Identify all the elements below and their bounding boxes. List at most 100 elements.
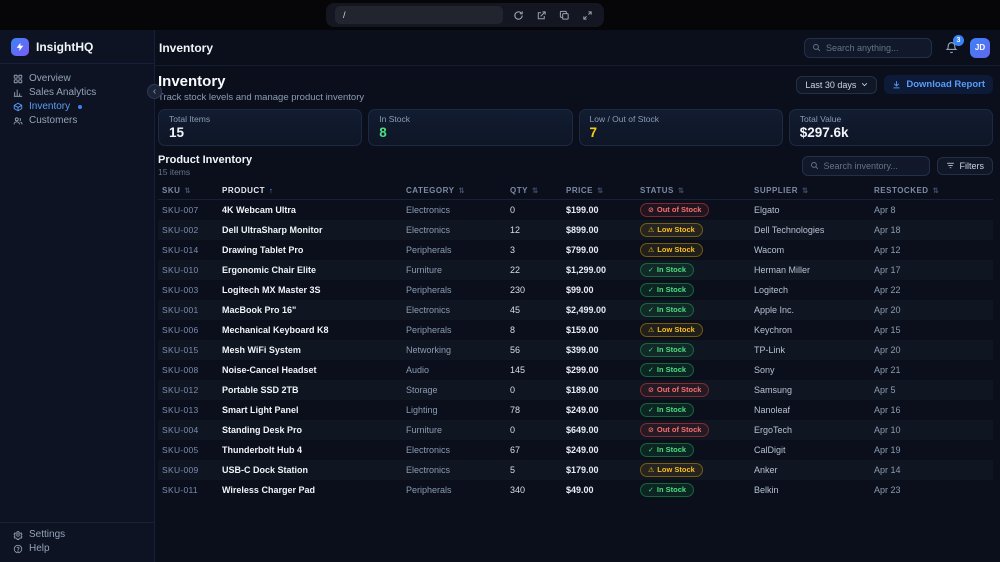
browser-controls: / bbox=[326, 3, 604, 27]
column-header-status[interactable]: STATUS ⇅ bbox=[636, 183, 750, 200]
status-label: In Stock bbox=[656, 265, 687, 274]
sidebar-item-label: Customers bbox=[29, 115, 78, 126]
sidebar-item-help[interactable]: Help bbox=[0, 542, 154, 555]
column-header-supplier[interactable]: SUPPLIER ⇅ bbox=[750, 183, 870, 200]
resize-icon[interactable] bbox=[579, 7, 595, 23]
cell-supplier: Logitech bbox=[754, 285, 789, 295]
refresh-icon[interactable] bbox=[510, 7, 526, 23]
cell-product: 4K Webcam Ultra bbox=[222, 205, 296, 215]
cell-price: $1,299.00 bbox=[566, 265, 607, 275]
cell-qty: 3 bbox=[510, 245, 516, 255]
cell-price: $299.00 bbox=[566, 365, 599, 375]
gear-icon bbox=[13, 530, 23, 540]
tabs-icon[interactable] bbox=[556, 7, 572, 23]
url-bar[interactable]: / bbox=[335, 6, 503, 24]
avatar[interactable]: JD bbox=[970, 37, 990, 58]
status-badge: ✓ In Stock bbox=[640, 283, 695, 297]
status-label: In Stock bbox=[656, 365, 687, 374]
inventory-table-body: SKU-007 4K Webcam Ultra Electronics 0 $1… bbox=[158, 200, 993, 501]
cell-restocked: Apr 17 bbox=[874, 265, 901, 275]
table-row: SKU-002 Dell UltraSharp Monitor Electron… bbox=[158, 220, 993, 240]
sidebar-footer: Settings Help bbox=[0, 522, 154, 562]
column-header-category[interactable]: CATEGORY ⇅ bbox=[402, 183, 506, 200]
table-row: SKU-010 Ergonomic Chair Elite Furniture … bbox=[158, 260, 993, 280]
cell-supplier: Samsung bbox=[754, 385, 793, 395]
stat-label: Low / Out of Stock bbox=[589, 114, 659, 124]
sidebar-item-sales-analytics[interactable]: Sales Analytics bbox=[0, 86, 150, 99]
cell-price: $249.00 bbox=[566, 405, 599, 415]
cell-qty: 8 bbox=[510, 325, 516, 335]
cell-restocked: Apr 12 bbox=[874, 245, 901, 255]
status-icon: ⚠ bbox=[648, 466, 655, 474]
cell-status: ✓ In Stock bbox=[636, 340, 750, 360]
sidebar-item-label: Help bbox=[29, 543, 50, 554]
status-badge: ✓ In Stock bbox=[640, 303, 695, 317]
status-badge: ✓ In Stock bbox=[640, 443, 695, 457]
cell-restocked: Apr 15 bbox=[874, 325, 901, 335]
cell-status: ✓ In Stock bbox=[636, 440, 750, 460]
status-icon: ✓ bbox=[648, 346, 654, 354]
cell-status: ⚠ Low Stock bbox=[636, 460, 750, 480]
column-header-qty[interactable]: QTY ⇅ bbox=[506, 183, 562, 200]
filters-label: Filters bbox=[959, 160, 985, 171]
cell-product: Ergonomic Chair Elite bbox=[222, 265, 317, 275]
cell-product: Mesh WiFi System bbox=[222, 345, 301, 355]
column-header-product[interactable]: PRODUCT ↑ bbox=[218, 183, 402, 200]
cell-category: Storage bbox=[406, 385, 438, 395]
status-icon: ⚠ bbox=[648, 246, 655, 254]
sidebar-collapse-button[interactable]: ‹ bbox=[147, 84, 162, 99]
status-badge: ✓ In Stock bbox=[640, 363, 695, 377]
cell-supplier: Sony bbox=[754, 365, 775, 375]
main-area: Inventory 3 JD Inventory bbox=[155, 30, 1000, 562]
cell-supplier: Elgato bbox=[754, 205, 780, 215]
cell-category: Electronics bbox=[406, 465, 451, 475]
cell-price: $199.00 bbox=[566, 205, 599, 215]
cell-category: Lighting bbox=[406, 405, 438, 415]
app-header: Inventory 3 JD bbox=[155, 30, 1000, 66]
cell-product: Thunderbolt Hub 4 bbox=[222, 445, 302, 455]
download-report-button[interactable]: Download Report bbox=[884, 75, 993, 94]
status-icon: ⚠ bbox=[648, 326, 655, 334]
cell-restocked: Apr 8 bbox=[874, 205, 896, 215]
cell-sku: SKU-011 bbox=[162, 485, 198, 495]
stat-card: In Stock 8 bbox=[368, 109, 573, 146]
date-range-select[interactable]: Last 30 days bbox=[796, 75, 878, 94]
sidebar-item-overview[interactable]: Overview bbox=[0, 72, 150, 85]
column-header-price[interactable]: PRICE ⇅ bbox=[562, 183, 636, 200]
inventory-search-input[interactable] bbox=[823, 160, 922, 171]
cell-restocked: Apr 10 bbox=[874, 425, 901, 435]
cell-product: Mechanical Keyboard K8 bbox=[222, 325, 329, 335]
sidebar-item-customers[interactable]: Customers bbox=[0, 114, 150, 127]
cell-qty: 67 bbox=[510, 445, 521, 455]
filters-button[interactable]: Filters bbox=[936, 156, 993, 175]
cell-status: ⚠ Low Stock bbox=[636, 240, 750, 260]
column-header-restocked[interactable]: RESTOCKED ⇅ bbox=[870, 183, 993, 200]
search-icon bbox=[810, 162, 818, 170]
status-icon: ⊘ bbox=[648, 426, 654, 434]
notifications-button[interactable]: 3 bbox=[942, 34, 964, 57]
global-search-input[interactable] bbox=[826, 42, 924, 53]
sidebar-item-inventory[interactable]: Inventory bbox=[0, 100, 150, 113]
global-search bbox=[804, 37, 932, 58]
cell-supplier: CalDigit bbox=[754, 445, 786, 455]
table-row: SKU-011 Wireless Charger Pad Peripherals… bbox=[158, 480, 993, 500]
sidebar-item-settings[interactable]: Settings bbox=[0, 528, 154, 541]
cell-supplier: Dell Technologies bbox=[754, 225, 825, 235]
users-icon bbox=[13, 116, 23, 124]
column-header-sku[interactable]: SKU ⇅ bbox=[158, 183, 218, 200]
open-external-icon[interactable] bbox=[533, 7, 549, 23]
cell-restocked: Apr 19 bbox=[874, 445, 901, 455]
cell-restocked: Apr 22 bbox=[874, 285, 901, 295]
status-label: Out of Stock bbox=[656, 425, 702, 434]
stat-card: Total Value $297.6k bbox=[788, 109, 993, 146]
status-badge: ⚠ Low Stock bbox=[640, 223, 703, 237]
table-row: SKU-005 Thunderbolt Hub 4 Electronics 67… bbox=[158, 440, 993, 460]
cell-product: Drawing Tablet Pro bbox=[222, 245, 304, 255]
cell-restocked: Apr 5 bbox=[874, 385, 896, 395]
cell-sku: SKU-004 bbox=[162, 425, 199, 435]
status-icon: ✓ bbox=[648, 486, 654, 494]
cell-category: Networking bbox=[406, 345, 452, 355]
sort-icon: ⇅ bbox=[531, 186, 539, 195]
table-row: SKU-001 MacBook Pro 16" Electronics 45 $… bbox=[158, 300, 993, 320]
table-items-count: 15 items bbox=[158, 167, 191, 177]
